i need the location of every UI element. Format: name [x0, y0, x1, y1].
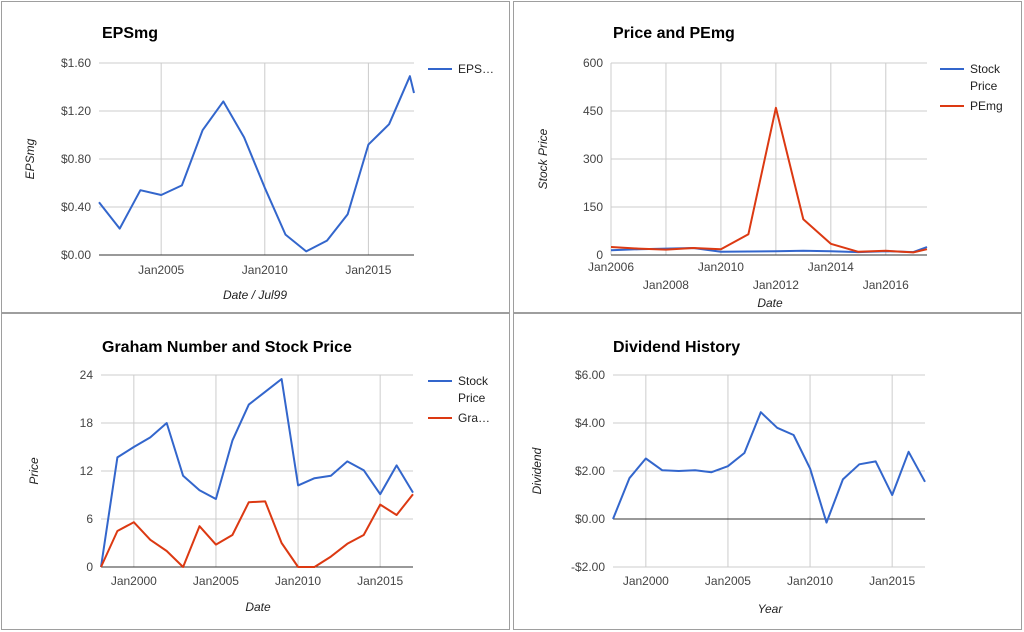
x-tick-label: Jan2010 — [275, 574, 321, 588]
x-axis-label: Date / Jul99 — [223, 288, 287, 302]
dividend-chart-panel: Dividend History -$2.00 $0.00 $2.00 $4.00 $6.… — [513, 313, 1022, 630]
x-axis-label: Date — [245, 600, 271, 614]
series-line — [610, 106, 928, 254]
x-tick-label: Jan2005 — [705, 574, 751, 588]
y-tick-label: $1.20 — [61, 104, 91, 118]
x-axis-label: Year — [758, 602, 784, 616]
y-tick-label: -$2.00 — [571, 560, 605, 574]
y-tick-label: 450 — [583, 104, 603, 118]
y-tick-label: $0.00 — [61, 248, 91, 262]
x-tick-label: Jan2012 — [753, 278, 799, 292]
y-tick-label: $2.00 — [575, 464, 605, 478]
graham-chart-panel: Graham Number and Stock Price 0 6 12 18 24 Jan… — [1, 313, 510, 630]
y-tick-label: $1.60 — [61, 56, 91, 70]
legend-label[interactable]: Stock Price — [970, 62, 1001, 93]
y-tick-label: 6 — [86, 512, 93, 526]
x-tick-label: Jan2000 — [111, 574, 157, 588]
series-line — [100, 493, 414, 568]
chart-title: Dividend History — [613, 339, 740, 356]
y-tick-label: 24 — [80, 368, 94, 382]
series-line — [100, 378, 414, 568]
legend-label[interactable]: Stock Price — [458, 374, 489, 405]
x-tick-label: Jan2015 — [357, 574, 403, 588]
x-tick-label: Jan2010 — [787, 574, 833, 588]
x-tick-label: Jan2014 — [808, 260, 854, 274]
y-tick-label: 150 — [583, 200, 603, 214]
chart-title: Price and PEmg — [613, 25, 735, 42]
y-tick-label: $0.40 — [61, 200, 91, 214]
eps-chart-panel: EPSmg $0.00 $0.40 $0.80 $1.20 $1.60 Jan2005 Jan… — [1, 1, 510, 313]
eps-chart-svg: EPSmg $0.00 $0.40 $0.80 $1.20 $1.60 Jan2005 Jan… — [23, 25, 494, 302]
series-line — [98, 75, 415, 253]
x-tick-label: Jan2008 — [643, 278, 689, 292]
y-tick-label: $0.00 — [575, 512, 605, 526]
x-tick-label: Jan2010 — [698, 260, 744, 274]
y-tick-label: $4.00 — [575, 416, 605, 430]
x-axis-label: Date — [757, 296, 783, 310]
legend-label[interactable]: EPS… — [458, 62, 494, 76]
chart-title: Graham Number and Stock Price — [102, 339, 352, 356]
y-tick-label: 300 — [583, 152, 603, 166]
x-tick-label: Jan2015 — [345, 263, 391, 277]
price-pe-chart-svg: Price and PEmg 0 150 300 450 600 Jan2006 Jan200… — [536, 25, 1003, 310]
y-tick-label: 12 — [80, 464, 94, 478]
y-axis-label: Dividend — [530, 447, 544, 494]
y-axis-label: EPSmg — [23, 138, 37, 179]
legend-label[interactable]: PEmg — [970, 99, 1003, 113]
y-tick-label: 18 — [80, 416, 94, 430]
y-tick-label: 600 — [583, 56, 603, 70]
y-tick-label: $6.00 — [575, 368, 605, 382]
y-axis-label: Stock Price — [536, 128, 550, 189]
dividend-chart-svg: Dividend History -$2.00 $0.00 $2.00 $4.00 $6.… — [530, 339, 926, 616]
x-tick-label: Jan2010 — [242, 263, 288, 277]
y-tick-label: 0 — [596, 248, 603, 262]
price-pe-chart-panel: Price and PEmg 0 150 300 450 600 Jan2006 Jan200… — [513, 1, 1022, 313]
x-tick-label: Jan2016 — [863, 278, 909, 292]
x-tick-label: Jan2015 — [869, 574, 915, 588]
x-tick-label: Jan2006 — [588, 260, 634, 274]
y-tick-label: 0 — [86, 560, 93, 574]
y-tick-label: $0.80 — [61, 152, 91, 166]
graham-chart-svg: Graham Number and Stock Price 0 6 12 18 24 Jan… — [27, 339, 490, 614]
series-line — [612, 411, 926, 524]
y-axis-label: Price — [27, 457, 41, 485]
x-tick-label: Jan2000 — [623, 574, 669, 588]
legend-label[interactable]: Gra… — [458, 411, 490, 425]
x-tick-label: Jan2005 — [138, 263, 184, 277]
x-tick-label: Jan2005 — [193, 574, 239, 588]
chart-title: EPSmg — [102, 25, 158, 42]
